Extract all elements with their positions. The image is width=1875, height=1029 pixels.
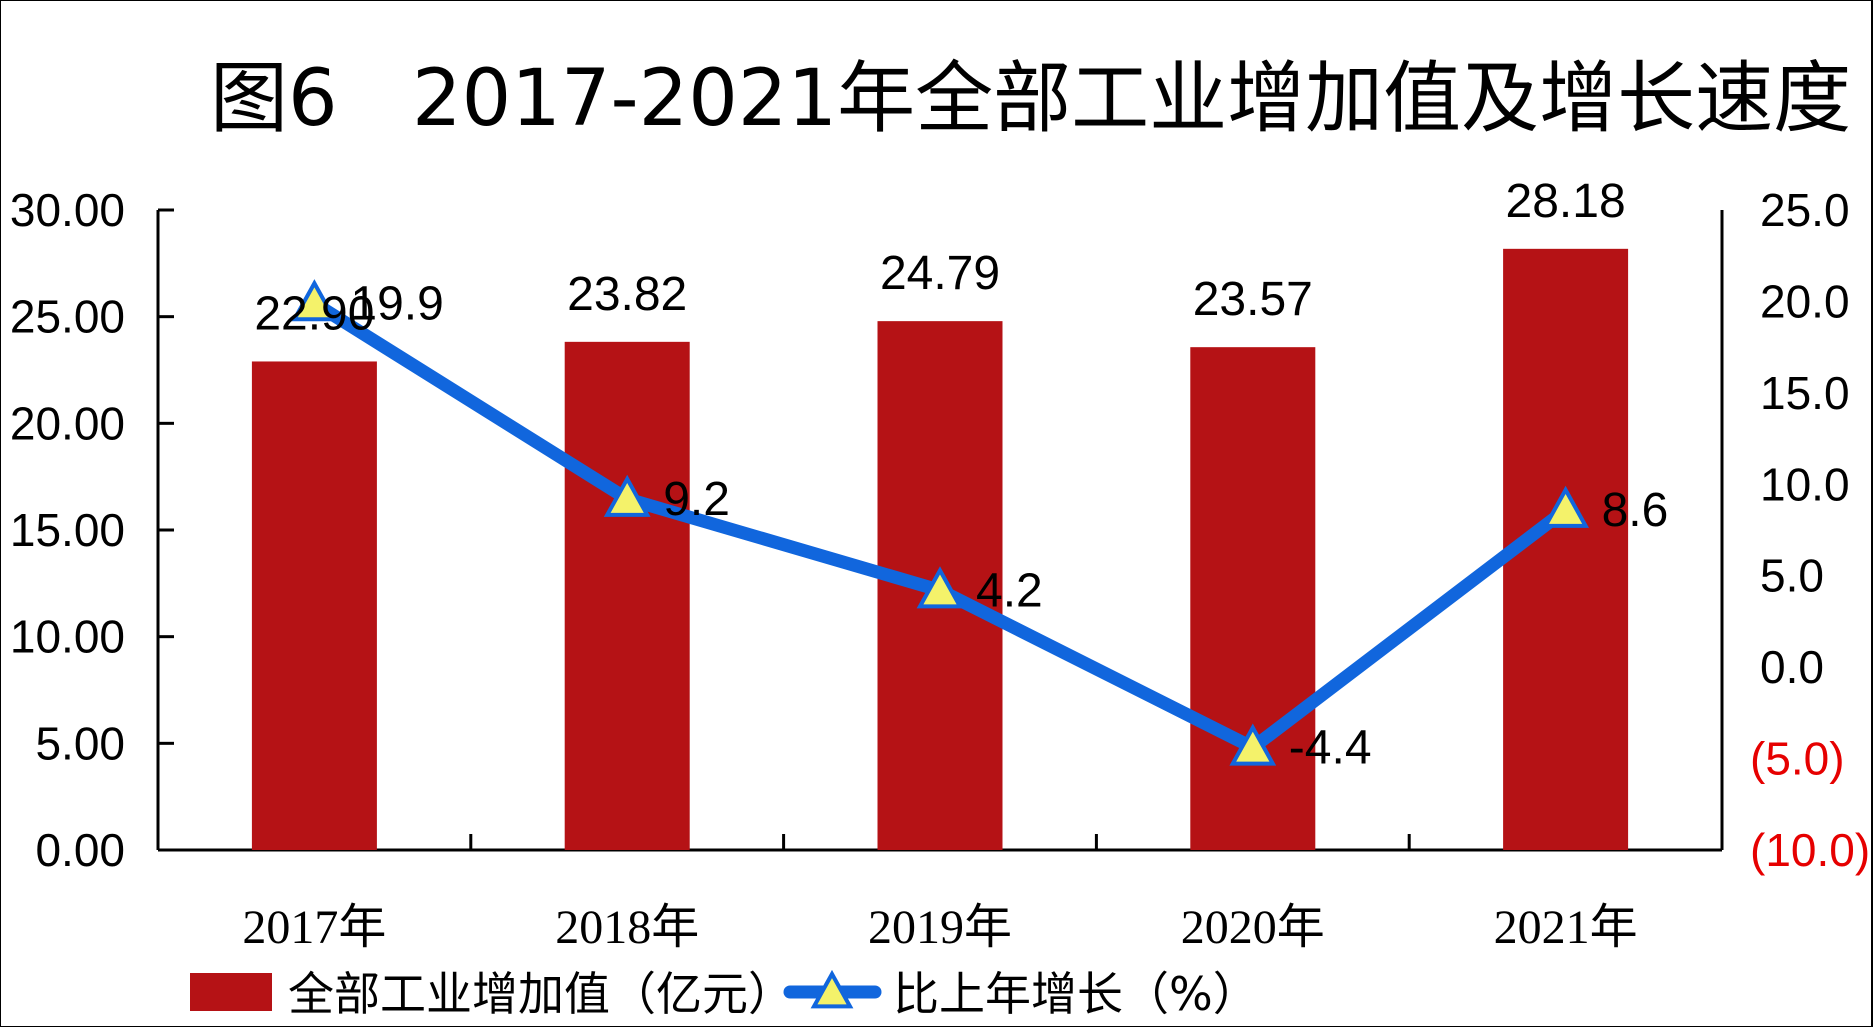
line-layer bbox=[291, 279, 1589, 766]
growth-marker bbox=[291, 279, 338, 322]
y-right-tick-label: 5.0 bbox=[1760, 550, 1824, 602]
y-right-tick-label: 10.0 bbox=[1760, 458, 1850, 510]
bars bbox=[251, 248, 1629, 850]
legend-bar-label: 全部工业增加值（亿元） bbox=[288, 967, 794, 1021]
bar-value-label: 23.82 bbox=[567, 268, 687, 321]
y-left-tick-label: 0.00 bbox=[35, 824, 125, 876]
growth-marker bbox=[603, 474, 651, 517]
chart-title: 2017-2021年全部工业增加值及增长速度 bbox=[412, 54, 1851, 144]
chart-title-prefix: 图6 bbox=[210, 54, 338, 144]
axes: 0.00 5.00 10.00 15.00 20.00 25.00 30.00 (10.0) (… bbox=[10, 184, 1870, 954]
bar-value-label: 24.79 bbox=[880, 247, 1000, 300]
growth-value-label: -4.4 bbox=[1289, 722, 1372, 775]
legend-line-marker bbox=[810, 969, 854, 1009]
y-right-tick-label: 20.0 bbox=[1760, 275, 1850, 327]
y-left-tick-label: 25.00 bbox=[10, 291, 125, 343]
y-right-tick-label: (10.0) bbox=[1750, 824, 1870, 876]
growth-value-label: 8.6 bbox=[1602, 484, 1669, 537]
y-left-tick-label: 15.00 bbox=[10, 504, 125, 556]
legend-line-label: 比上年增长（%） bbox=[893, 967, 1259, 1021]
labels: 22.90 23.82 24.79 23.57 28.18 19.9 9.2 4.2 -4.4 8… bbox=[254, 175, 1668, 775]
growth-value-label: 19.9 bbox=[350, 277, 443, 330]
growth-value-label: 4.2 bbox=[976, 564, 1043, 617]
growth-marker bbox=[916, 566, 964, 609]
y-left-tick-label: 20.00 bbox=[10, 397, 125, 449]
x-category-label: 2017年 bbox=[242, 901, 386, 954]
x-category-label: 2020年 bbox=[1181, 901, 1325, 954]
bar bbox=[564, 341, 690, 850]
y-right-tick-label: (5.0) bbox=[1750, 733, 1845, 785]
y-right-tick-label: 0.0 bbox=[1760, 641, 1824, 693]
y-right-tick-label: 25.0 bbox=[1760, 184, 1850, 236]
bar bbox=[251, 361, 377, 850]
bar-value-label: 28.18 bbox=[1506, 175, 1626, 228]
y-left-tick-label: 5.00 bbox=[35, 717, 125, 769]
growth-marker bbox=[1229, 723, 1277, 766]
bar-value-label: 23.57 bbox=[1193, 273, 1313, 326]
legend: 全部工业增加值（亿元） 比上年增长（%） bbox=[190, 967, 1259, 1021]
x-category-label: 2021年 bbox=[1494, 901, 1638, 954]
x-category-label: 2019年 bbox=[868, 901, 1012, 954]
y-left-tick-label: 30.00 bbox=[10, 184, 125, 236]
growth-value-label: 9.2 bbox=[663, 473, 730, 526]
y-right-tick-label: 15.0 bbox=[1760, 367, 1850, 419]
bar-value-label: 22.90 bbox=[254, 287, 374, 340]
bar bbox=[1190, 347, 1316, 850]
y-left-tick-label: 10.00 bbox=[10, 611, 125, 663]
legend-bar-swatch bbox=[190, 973, 272, 1011]
x-category-label: 2018年 bbox=[555, 901, 699, 954]
growth-marker bbox=[1542, 485, 1589, 528]
